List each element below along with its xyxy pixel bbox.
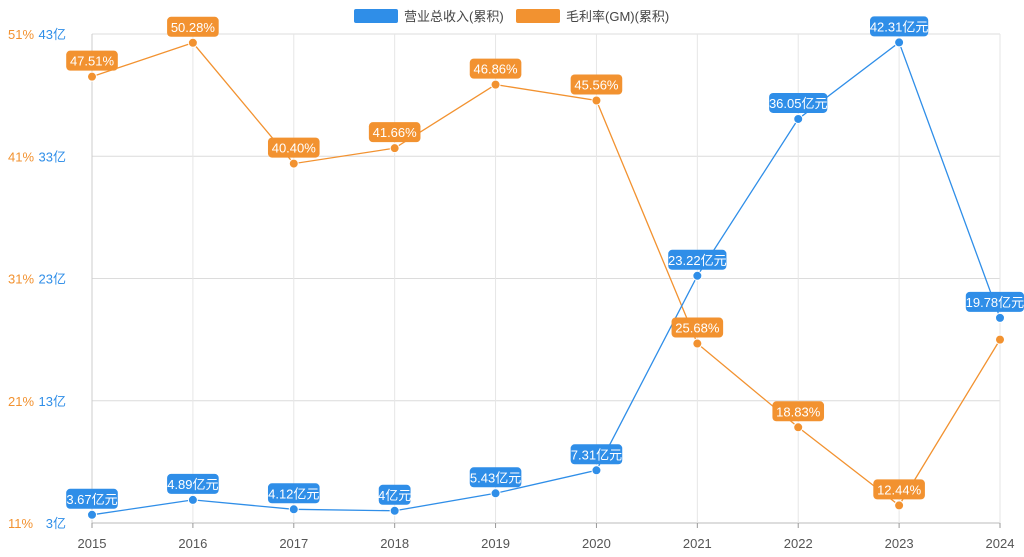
data-label: 46.86% [474,62,519,77]
data-label-bg [772,401,825,422]
data-label-bg [668,249,727,270]
y-left-tick-label: 3亿 [46,516,66,531]
data-label-bg [870,16,929,37]
series-line-0 [91,41,1001,516]
data-label-bg [66,488,118,509]
y-left-tick-label: 13亿 [39,394,66,409]
data-label: 36.05亿元 [769,96,828,111]
y-right-tick-label: 11% [8,516,33,531]
data-label-bg [368,122,421,143]
legend-swatch-0[interactable] [354,9,398,23]
y-left-tick-label: 23亿 [39,272,66,287]
data-point [692,338,703,349]
data-label-bg [167,16,219,37]
data-point [87,71,97,82]
data-label: 18.83% [776,404,821,419]
data-label-bg [469,467,522,488]
x-tick-label: 2018 [380,536,409,551]
data-point [187,494,198,505]
data-label-bg [873,479,925,500]
x-tick-label: 2024 [986,536,1015,551]
data-point [894,500,905,511]
data-label: 42.31亿元 [870,19,929,34]
y-right-tick-label: 31% [8,272,34,287]
data-label-bg [469,58,522,79]
data-label: 45.56% [574,78,619,93]
data-label: 4.89亿元 [167,477,218,492]
data-point [692,270,703,281]
data-point [389,143,400,154]
data-point [87,509,97,520]
data-label: 19.78亿元 [966,295,1024,310]
data-label: 41.66% [373,125,418,140]
data-label-bg [267,137,320,158]
legend-swatch-1[interactable] [516,9,560,23]
legend-label-0[interactable]: 营业总收入(累积) [404,9,504,24]
data-label: 25.68% [675,321,720,336]
data-label: 4.12亿元 [268,486,319,501]
x-tick-label: 2022 [784,536,813,551]
data-label: 5.43亿元 [470,470,521,485]
data-point [793,422,804,433]
axes: 3亿 11% 13亿 21% 23亿 31% 33亿 41% 43亿 51% 2015 2016 201… [8,27,1014,551]
series-points [87,37,1005,520]
data-label: 23.22亿元 [668,253,727,268]
data-point [490,79,501,90]
x-tick-label: 2017 [279,536,308,551]
y-left-tick-label: 43亿 [39,27,66,42]
data-point [490,488,501,499]
data-label-bg [267,483,320,504]
data-point [591,95,602,106]
x-tick-label: 2023 [885,536,914,551]
data-point [288,158,299,169]
data-label: 3.67亿元 [66,492,117,507]
x-tick-label: 2016 [178,536,207,551]
y-right-tick-label: 51% [8,27,34,42]
data-point [995,312,1005,323]
data-label-bg [378,484,411,505]
data-label: 47.51% [70,54,115,69]
data-point [894,37,905,48]
data-label-bg [570,444,623,465]
gridlines [91,33,1001,524]
x-tick-label: 2019 [481,536,510,551]
data-label: 12.44% [877,482,922,497]
y-left-tick-label: 33亿 [39,149,66,164]
data-label-bg [167,473,219,494]
y-right-tick-label: 41% [8,149,34,164]
data-point [288,504,299,515]
legend-label-1[interactable]: 毛利率(GM)(累积) [566,9,669,24]
data-label-bg [570,74,623,95]
data-label: 7.31亿元 [571,447,622,462]
data-point [995,334,1005,345]
series-lines [91,41,1001,516]
data-labels: 47.51% 50.28% 40.40% 41.66% 46.86% 45.56% 25.6… [66,16,1024,509]
data-point [389,505,400,516]
data-label: 50.28% [171,20,216,35]
data-label: 4亿元 [378,488,411,503]
data-label-bg [66,50,118,71]
legend[interactable]: 营业总收入(累积) 毛利率(GM)(累积) [354,9,669,24]
data-point [793,113,804,124]
data-point [591,465,602,476]
data-label-bg [671,317,724,338]
data-point [187,37,198,48]
series-line-1 [91,42,1001,507]
x-tick-label: 2020 [582,536,611,551]
data-label-bg [769,92,828,113]
y-right-tick-label: 21% [8,394,34,409]
x-tick-label: 2021 [683,536,712,551]
data-label-bg [965,291,1024,312]
x-tick-label: 2015 [78,536,107,551]
data-label: 40.40% [272,141,317,156]
